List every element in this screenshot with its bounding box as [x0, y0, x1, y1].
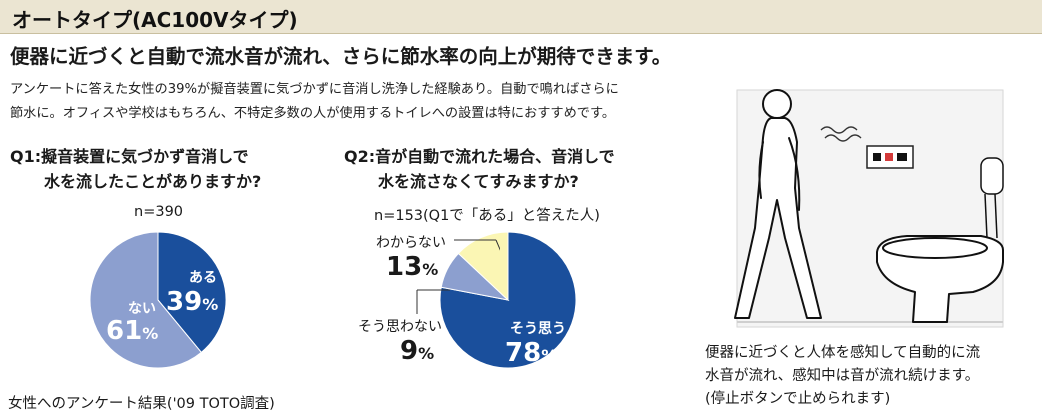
pie-chart-q1: [89, 231, 227, 369]
pie1-value-no: 61%: [106, 316, 159, 346]
pie2-label-agree: そう思う: [510, 321, 566, 337]
pie-slice-0: [439, 231, 577, 369]
sound-wave-icon: [820, 126, 862, 142]
pie2-value-agree: 78%: [505, 338, 558, 368]
pie-slice-0: [157, 231, 227, 354]
pie-slice-2: [457, 231, 509, 302]
q1-line-2: 水を流したことがありますか?: [44, 172, 262, 191]
toilet-illustration: [734, 89, 1004, 328]
pie2-leader-lines: [416, 239, 500, 314]
flush-valve: [980, 157, 1004, 239]
q2-line-1: Q2:音が自動で流れた場合、音消しで: [344, 147, 615, 166]
control-panel: [866, 145, 914, 169]
pie1-label-yes: ある: [189, 270, 217, 286]
illustration-caption-line-1: 便器に近づくと人体を感知して自動的に流: [705, 345, 981, 361]
pie-chart-q2: [439, 231, 577, 369]
intro-line-1: アンケートに答えた女性の39%が擬音装置に気づかずに音消し洗浄した経験あり。自動…: [10, 82, 619, 97]
headline: 便器に近づくと自動で流水音が流れ、さらに節水率の向上が期待できます。: [10, 45, 672, 68]
section-title: オートタイプ(AC100Vタイプ): [12, 8, 298, 32]
pie2-value-unsure: 13%: [386, 252, 439, 282]
toilet-bowl: [876, 235, 1004, 323]
pie1-value-yes: 39%: [166, 287, 219, 317]
illustration-caption-line-2: 水音が流れ、感知中は音が流れ続けます。: [705, 368, 980, 384]
q2-line-2: 水を流さなくてすみますか?: [378, 172, 579, 191]
section-header-bar: [0, 0, 1042, 34]
illustration-caption-line-3: (停止ボタンで止められます): [705, 391, 891, 407]
q1-line-1: Q1:擬音装置に気づかず音消しで: [10, 147, 249, 166]
pie2-label-disagree: そう思わない: [358, 319, 442, 335]
pie2-value-disagree: 9%: [400, 336, 435, 366]
pie-slice-1: [89, 231, 203, 369]
q1-sample-size: n=390: [134, 204, 184, 220]
pie1-label-no: ない: [128, 301, 156, 317]
pie2-label-unsure: わからない: [376, 235, 446, 251]
intro-line-2: 節水に。オフィスや学校はもちろん、不特定多数の人が使用するトイレへの設置は特にお…: [10, 106, 616, 121]
q2-sample-size: n=153(Q1で「ある」と答えた人): [374, 208, 600, 224]
person-figure: [734, 89, 822, 319]
survey-footnote: 女性へのアンケート結果('09 TOTO調査): [8, 396, 275, 412]
